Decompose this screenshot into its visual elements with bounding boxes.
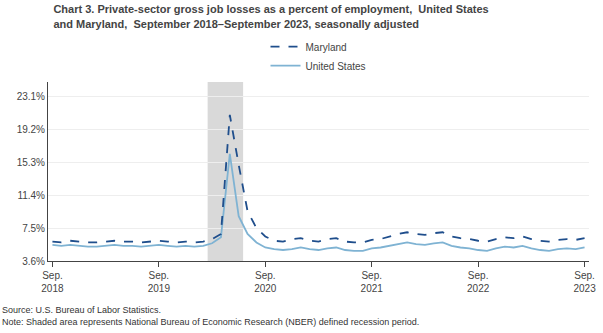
svg-text:Sep.2023: Sep.2023 (573, 270, 596, 294)
svg-text:Sep.2018: Sep.2018 (41, 270, 64, 294)
svg-text:Sep.2022: Sep.2022 (467, 270, 490, 294)
svg-text:7.5%: 7.5% (22, 223, 45, 234)
svg-text:Sep.2020: Sep.2020 (254, 270, 277, 294)
svg-text:United States: United States (306, 61, 366, 72)
svg-text:23.1%: 23.1% (17, 91, 45, 102)
svg-text:Sep.2021: Sep.2021 (361, 270, 384, 294)
svg-text:11.4%: 11.4% (17, 190, 45, 201)
svg-text:Maryland: Maryland (306, 42, 347, 53)
svg-text:Chart 3. Private-sector gross: Chart 3. Private-sector gross job losses… (53, 3, 488, 29)
svg-text:15.3%: 15.3% (17, 157, 45, 168)
svg-text:3.6%: 3.6% (22, 256, 45, 267)
svg-text:Sep.2019: Sep.2019 (148, 270, 171, 294)
svg-text:19.2%: 19.2% (17, 124, 45, 135)
svg-text:Source: U.S. Bureau of Labor S: Source: U.S. Bureau of Labor Statistics.… (2, 305, 419, 327)
